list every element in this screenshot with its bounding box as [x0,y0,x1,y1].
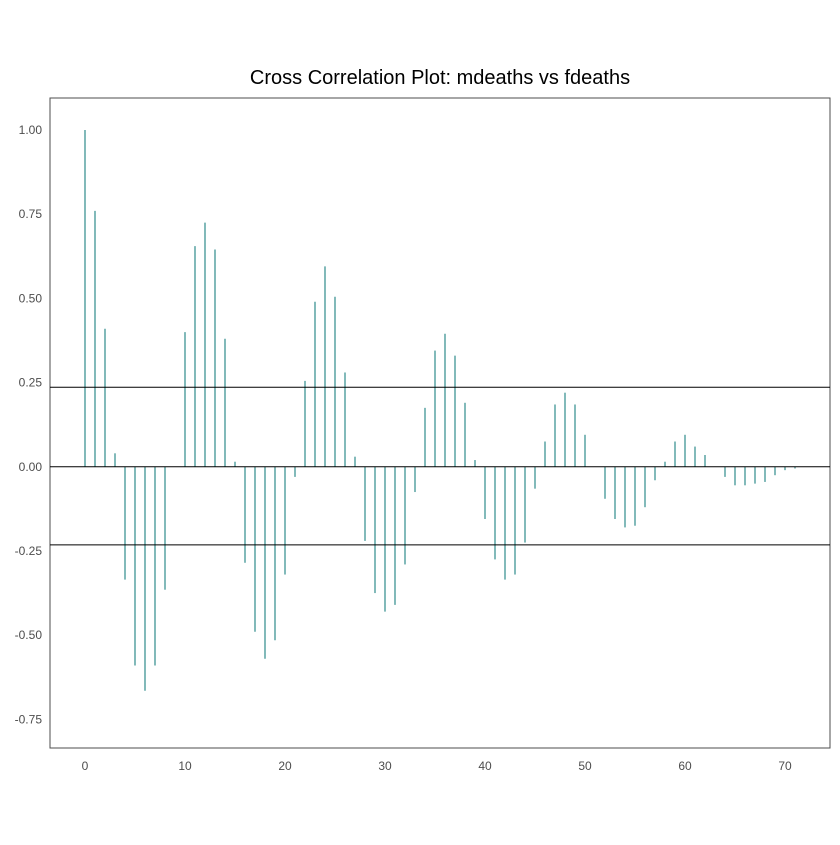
x-tick-label: 40 [478,759,492,773]
x-tick-label: 20 [278,759,292,773]
x-tick-label: 0 [82,759,89,773]
y-tick-label: -0.75 [15,712,43,726]
x-tick-label: 50 [578,759,592,773]
y-tick-label: 0.75 [19,207,43,221]
plot-frame [49,97,831,749]
x-axis: 0 10 20 30 40 50 60 70 [82,759,792,773]
reference-lines [50,386,830,546]
x-tick-label: 30 [378,759,392,773]
y-tick-label: -0.25 [15,544,43,558]
y-tick-label: 1.00 [19,123,43,137]
x-tick-label: 70 [778,759,792,773]
y-tick-label: 0.25 [19,376,43,390]
y-tick-label: -0.50 [15,628,43,642]
x-tick-label: 60 [678,759,692,773]
chart-title: Cross Correlation Plot: mdeaths vs fdeat… [250,67,630,89]
x-tick-label: 10 [178,759,192,773]
bars-layer [84,129,796,691]
y-tick-label: 0.00 [19,460,43,474]
y-tick-label: 0.50 [19,291,43,305]
y-axis: -0.75 -0.50 -0.25 0.00 0.25 0.50 0.75 1.00 [15,123,43,726]
